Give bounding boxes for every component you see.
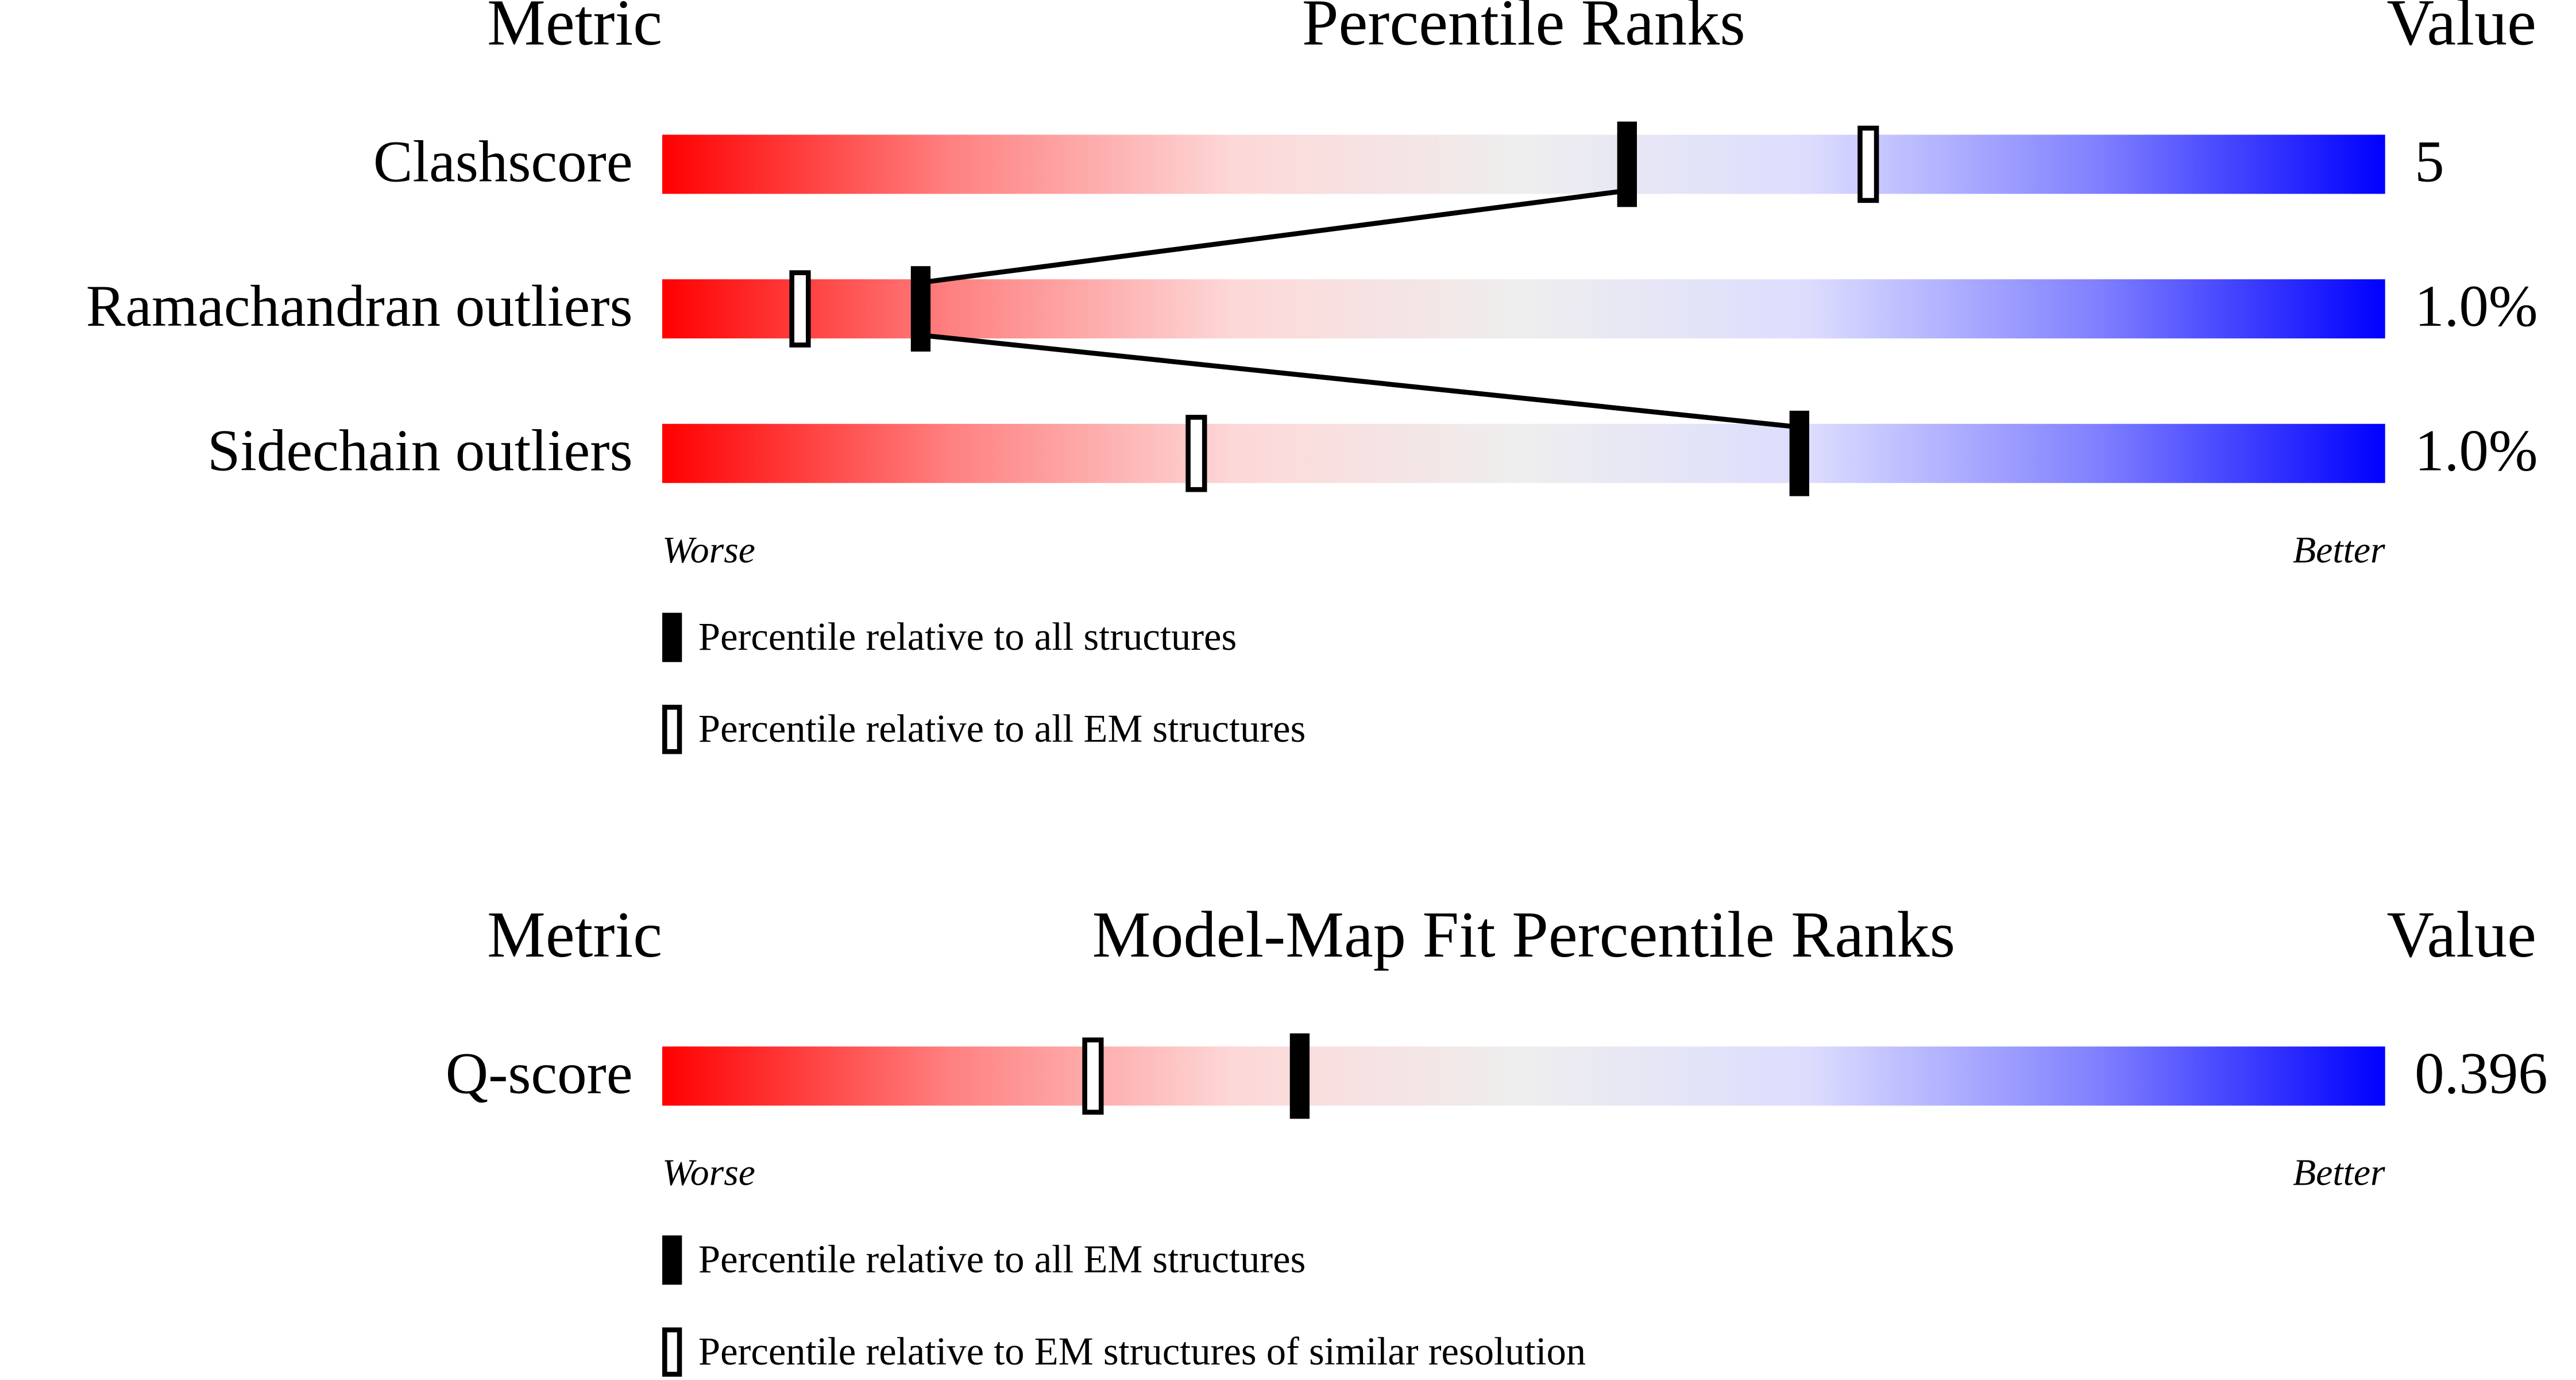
legend-label: Percentile relative to all EM structures — [698, 707, 1306, 750]
metric-label: Ramachandran outliers — [86, 273, 633, 339]
metric-label: Clashscore — [373, 129, 633, 194]
chart-title: Model-Map Fit Percentile Ranks — [1092, 898, 1956, 971]
better-label: Better — [2293, 529, 2385, 571]
chart-title: Percentile Ranks — [1302, 0, 1745, 59]
metric-value: 0.396 — [2415, 1040, 2548, 1106]
percentile-marker — [1789, 410, 1809, 496]
metric-value: 1.0% — [2415, 418, 2538, 484]
metric-value: 5 — [2415, 129, 2444, 194]
value-header: Value — [2387, 898, 2536, 971]
legend-swatch — [662, 1235, 682, 1285]
better-label: Better — [2293, 1152, 2385, 1194]
worse-label: Worse — [662, 1152, 755, 1194]
metric-header: Metric — [487, 0, 662, 59]
legend-label: Percentile relative to all structures — [698, 615, 1237, 658]
metric-label: Sidechain outliers — [207, 418, 632, 484]
connector-line — [920, 188, 1628, 286]
percentile-marker-open — [789, 270, 811, 348]
percentile-marker-open — [1185, 415, 1207, 492]
value-header: Value — [2387, 0, 2536, 59]
percentile-marker-open — [1857, 125, 1879, 203]
percentile-marker-open — [1082, 1037, 1104, 1115]
connector-line — [920, 333, 1800, 430]
percentile-marker — [910, 266, 931, 352]
slider-bar — [662, 134, 2385, 194]
percentile-marker — [1289, 1033, 1310, 1119]
legend-swatch-open — [662, 704, 682, 754]
metric-value: 1.0% — [2415, 273, 2538, 339]
slider-bar — [662, 423, 2385, 483]
slider-bar — [662, 279, 2385, 339]
legend-swatch — [662, 612, 682, 662]
legend-label: Percentile relative to EM structures of … — [698, 1329, 1586, 1373]
metric-header: Metric — [487, 898, 662, 971]
legend-swatch-open — [662, 1327, 682, 1377]
worse-label: Worse — [662, 529, 755, 571]
legend-label: Percentile relative to all EM structures — [698, 1238, 1306, 1281]
percentile-marker — [1617, 121, 1637, 207]
slider-bar — [662, 1046, 2385, 1106]
metric-label: Q-score — [446, 1040, 633, 1106]
